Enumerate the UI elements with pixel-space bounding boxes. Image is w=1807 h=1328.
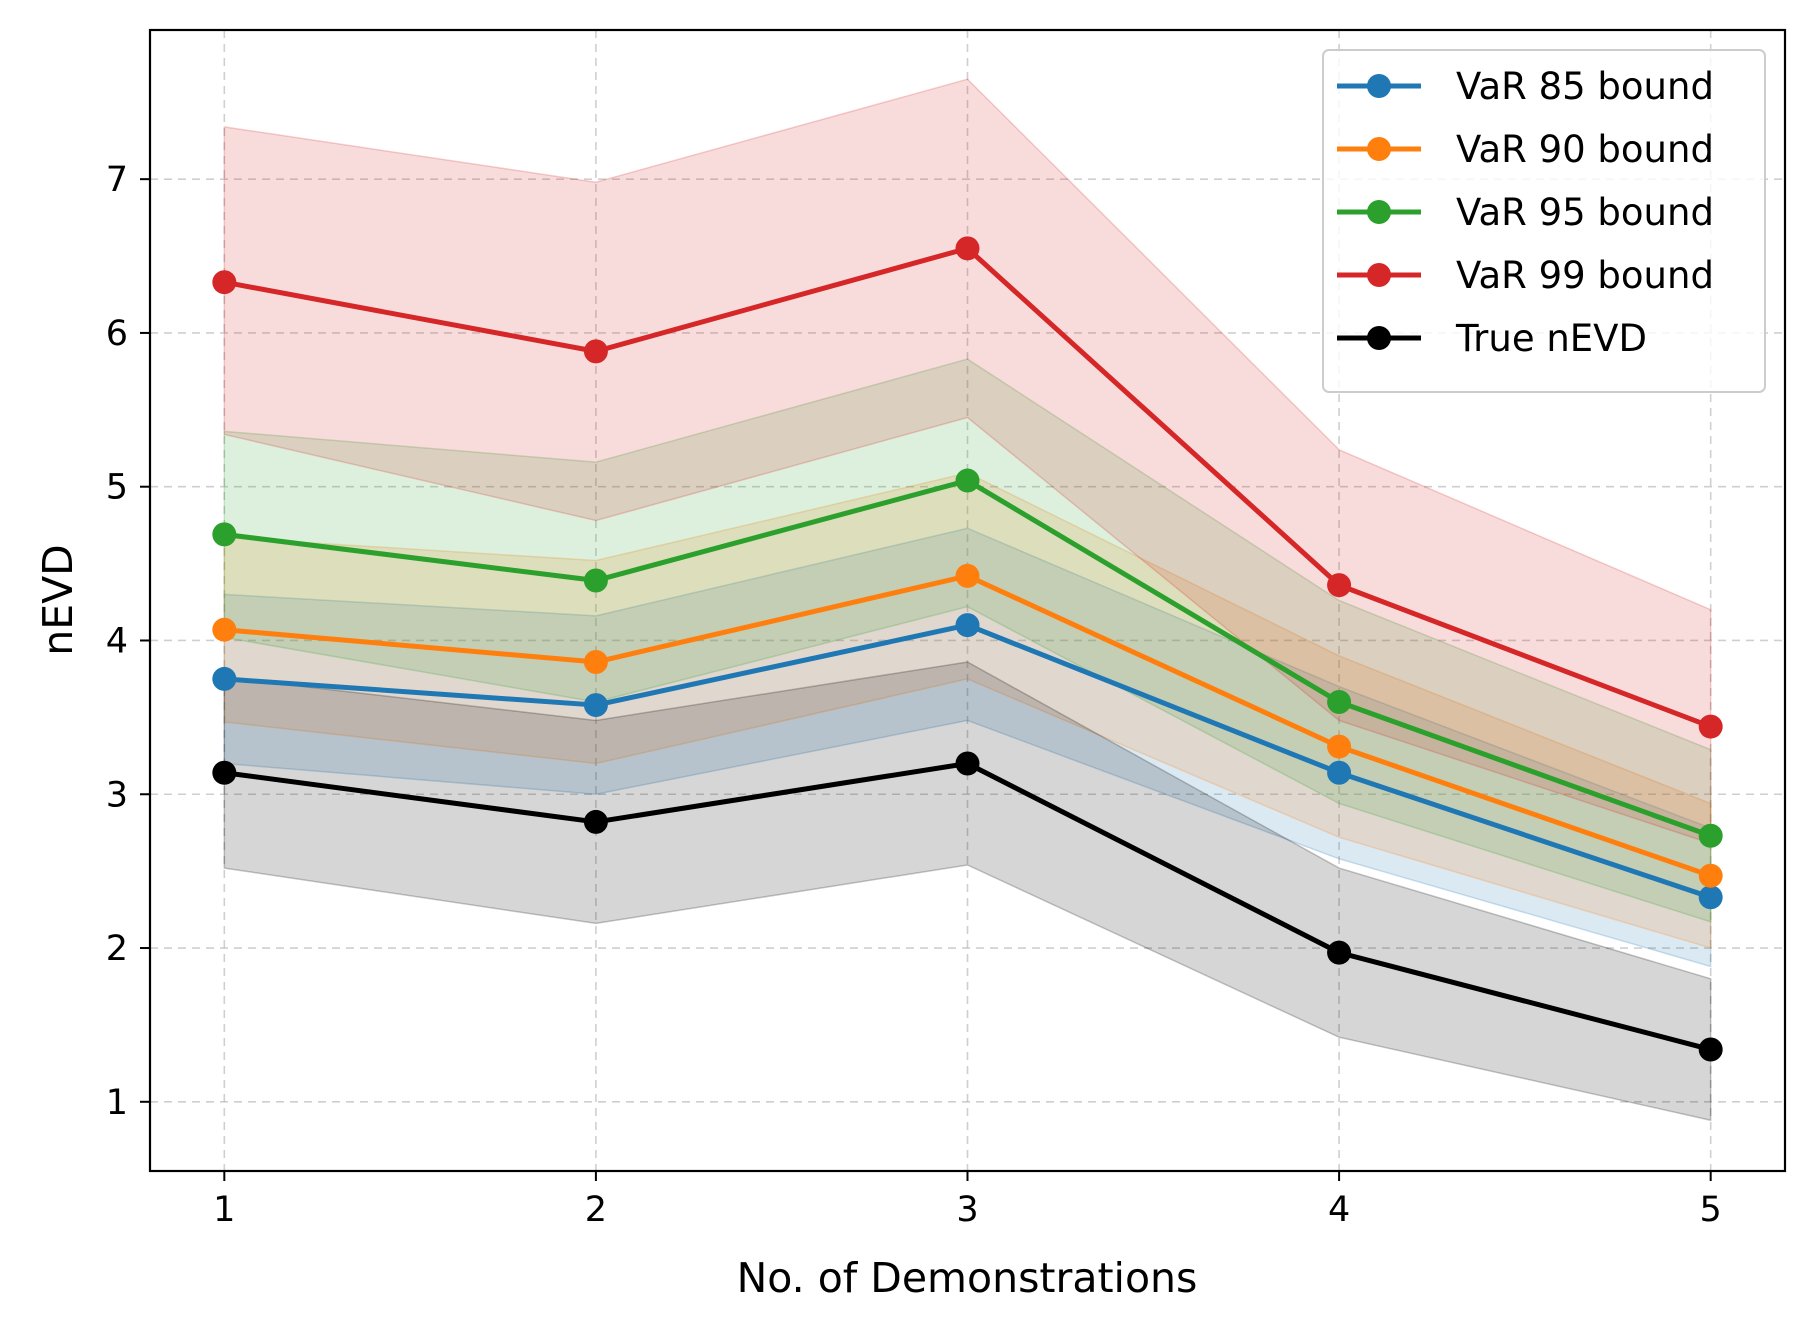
data-point [1698, 714, 1723, 739]
confidence-band [223, 527, 1712, 968]
data-point [583, 809, 608, 834]
data-point [955, 613, 980, 638]
y-tick-label: 7 [106, 160, 128, 200]
legend-swatch-marker [1367, 326, 1391, 350]
data-point [212, 270, 237, 295]
x-tick-label: 2 [585, 1190, 607, 1230]
legend-swatch-marker [1367, 137, 1391, 161]
data-point [583, 693, 608, 718]
x-tick-label: 1 [213, 1190, 235, 1230]
series-markers [212, 236, 1723, 1062]
x-tick-label: 5 [1700, 1190, 1722, 1230]
data-point [212, 617, 237, 642]
y-tick-label: 6 [106, 314, 128, 354]
data-point [955, 236, 980, 261]
data-point [212, 522, 237, 547]
y-tick-label: 4 [106, 621, 128, 661]
data-point [1327, 940, 1352, 965]
x-axis-ticks: 1 2 3 4 5 [213, 1171, 1722, 1230]
data-point [583, 568, 608, 593]
x-axis-label: No. of Demonstrations [737, 1254, 1198, 1302]
legend-swatch-marker [1367, 263, 1391, 287]
data-point [1698, 863, 1723, 888]
legend-label: VaR 85 bound [1456, 65, 1714, 108]
y-tick-label: 2 [106, 929, 128, 969]
y-axis-label: nEVD [34, 544, 82, 656]
confidence-band [223, 661, 1712, 1122]
legend-box [1322, 49, 1766, 393]
legend-swatch-marker [1367, 200, 1391, 224]
data-point [1698, 1037, 1723, 1062]
y-tick-label: 5 [106, 468, 128, 508]
legend-label: VaR 95 bound [1456, 191, 1714, 234]
legend-label: True nEVD [1455, 317, 1647, 360]
x-tick-label: 3 [956, 1190, 978, 1230]
data-point [583, 339, 608, 364]
y-tick-label: 3 [106, 775, 128, 815]
legend-label: VaR 99 bound [1456, 254, 1714, 297]
data-point [955, 751, 980, 776]
x-tick-label: 4 [1328, 1190, 1350, 1230]
legend: VaR 85 bound VaR 90 bound VaR 95 bound VaR … [1322, 49, 1766, 393]
y-tick-label: 1 [106, 1083, 128, 1123]
data-point [1327, 760, 1352, 785]
data-point [212, 760, 237, 785]
data-point [212, 666, 237, 691]
data-point [583, 650, 608, 675]
legend-label: VaR 90 bound [1456, 128, 1714, 171]
data-point [1327, 573, 1352, 598]
data-point [1327, 734, 1352, 759]
legend-swatch-marker [1367, 74, 1391, 98]
data-point [1698, 885, 1723, 910]
data-point [1327, 689, 1352, 714]
data-point [1698, 823, 1723, 848]
data-point [955, 468, 980, 493]
data-point [955, 563, 980, 588]
y-axis-ticks: 1 2 3 4 5 6 7 [106, 160, 150, 1123]
